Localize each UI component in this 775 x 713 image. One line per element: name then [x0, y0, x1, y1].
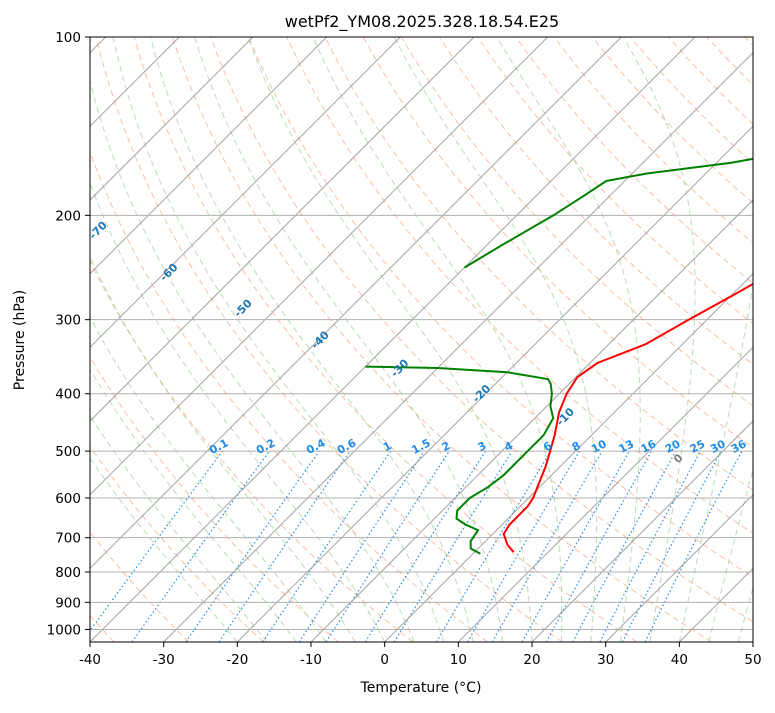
y-tick-label: 500 — [55, 444, 81, 460]
x-axis-label: Temperature (°C) — [360, 680, 482, 696]
x-tick-label: -20 — [226, 652, 248, 668]
x-tick-label: 10 — [450, 652, 467, 668]
x-tick-label: -10 — [300, 652, 322, 668]
y-tick-label: 300 — [55, 313, 81, 329]
x-tick-label: 0 — [380, 652, 389, 668]
y-tick-label: 200 — [55, 208, 81, 224]
x-tick-label: -30 — [153, 652, 175, 668]
y-tick-label: 700 — [55, 531, 81, 547]
y-tick-label: 900 — [55, 595, 81, 611]
x-tick-label: 30 — [597, 652, 614, 668]
x-tick-label: 50 — [744, 652, 761, 668]
y-tick-label: 800 — [55, 565, 81, 581]
y-tick-label: 600 — [55, 491, 81, 507]
chart-title: wetPf2_YM08.2025.328.18.54.E25 — [285, 12, 559, 32]
y-tick-label: 1000 — [47, 622, 81, 638]
y-axis-label: Pressure (hPa) — [12, 290, 28, 390]
x-tick-label: -40 — [79, 652, 101, 668]
x-tick-label: 40 — [671, 652, 688, 668]
y-tick-label: 100 — [55, 30, 81, 46]
x-tick-label: 20 — [523, 652, 540, 668]
y-tick-label: 400 — [55, 387, 81, 403]
